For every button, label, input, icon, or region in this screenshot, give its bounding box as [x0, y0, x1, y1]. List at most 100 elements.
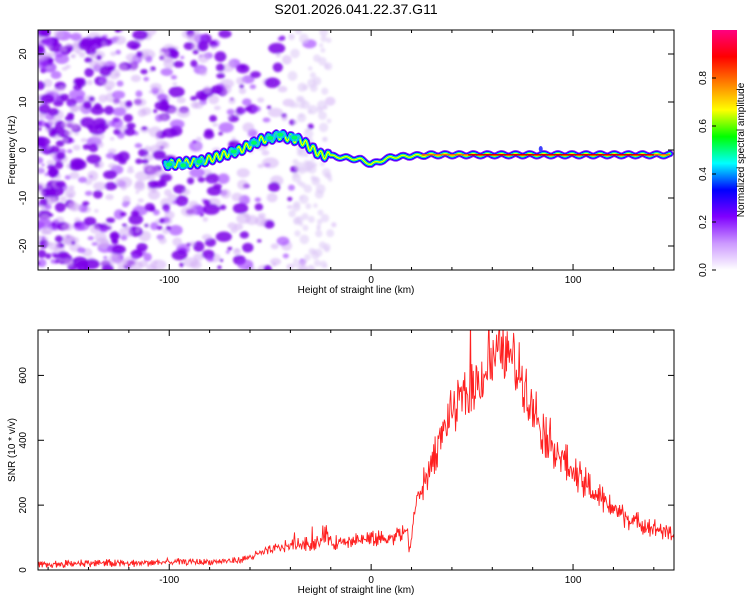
noise-blob	[54, 235, 64, 243]
noise-blob	[281, 54, 292, 65]
noise-blob	[132, 30, 148, 40]
noise-blob	[77, 176, 88, 183]
noise-blob	[236, 77, 245, 85]
ridge-blob-core	[251, 140, 258, 145]
noise-blob	[180, 55, 185, 60]
colorbar-tick-label: 0.6	[698, 119, 709, 133]
ridge-blob-core	[291, 135, 298, 140]
noise-blob	[78, 39, 92, 51]
noise-blob	[242, 242, 254, 253]
noise-blob	[189, 241, 196, 247]
noise-blob	[70, 123, 79, 131]
noise-blob	[263, 264, 272, 270]
noise-blob	[266, 105, 272, 110]
noise-blob	[59, 196, 67, 203]
haze-blob	[316, 218, 323, 225]
haze-blob	[319, 260, 328, 268]
noise-blob	[125, 53, 139, 62]
noise-blob	[109, 136, 115, 141]
haze-blob	[288, 210, 296, 218]
noise-blob	[289, 119, 296, 126]
noise-blob	[169, 49, 180, 59]
noise-blob	[272, 62, 283, 73]
noise-blob	[168, 225, 183, 236]
noise-blob	[261, 157, 279, 169]
noise-blob	[38, 210, 41, 215]
noise-blob	[107, 226, 112, 230]
noise-blob	[82, 144, 91, 150]
noise-blob	[50, 70, 62, 80]
noise-blob	[104, 181, 118, 191]
noise-blob	[123, 113, 133, 123]
ridge-blob-core	[196, 159, 203, 164]
noise-blob	[92, 36, 102, 43]
haze-blob	[304, 253, 311, 261]
noise-blob	[218, 30, 232, 39]
noise-blob	[64, 259, 74, 267]
ridge-blob-core	[166, 162, 173, 167]
noise-blob	[227, 115, 232, 119]
haze-blob	[294, 230, 301, 237]
noise-blob	[135, 90, 143, 98]
noise-blob	[277, 36, 284, 42]
noise-blob	[41, 187, 53, 198]
noise-blob	[152, 150, 166, 160]
haze-blob	[287, 71, 298, 81]
haze-blob	[312, 176, 319, 183]
noise-blob	[134, 143, 143, 149]
haze-blob	[322, 104, 328, 110]
ridge-layer	[164, 131, 671, 169]
noise-blob	[105, 217, 116, 224]
noise-blob	[111, 90, 126, 99]
noise-blob	[186, 177, 195, 185]
haze-blob	[312, 76, 322, 86]
haze-blob	[314, 189, 324, 199]
noise-blob	[202, 216, 209, 222]
spec-ytick-label: 0	[18, 147, 29, 153]
noise-blob	[201, 234, 212, 241]
noise-blob	[183, 42, 195, 51]
noise-blob	[65, 64, 71, 69]
noise-blob	[254, 203, 264, 211]
haze-blob	[293, 120, 298, 125]
noise-blob	[146, 174, 156, 181]
noise-blob	[114, 30, 121, 33]
noise-blob	[98, 94, 108, 103]
noise-blob	[203, 199, 211, 206]
noise-blob	[38, 235, 41, 240]
noise-blob	[117, 132, 125, 139]
noise-blob	[38, 44, 45, 56]
noise-blob	[194, 143, 201, 149]
noise-blob	[264, 77, 281, 88]
colorbar-tick-label: 0.8	[698, 71, 709, 85]
noise-blob	[115, 178, 123, 185]
noise-blob	[39, 191, 46, 196]
haze-blob	[317, 209, 324, 216]
noise-blob	[212, 122, 219, 127]
noise-blob	[52, 253, 59, 258]
colorbar-ticks: 0.0 0.2 0.4 0.6 0.8	[698, 71, 716, 277]
noise-blob	[214, 51, 227, 62]
noise-blob	[287, 196, 293, 202]
noise-blob	[140, 68, 148, 75]
noise-blob	[231, 136, 236, 141]
noise-blob	[239, 231, 250, 239]
snr-frame	[37, 329, 675, 571]
noise-blob	[82, 100, 92, 110]
noise-blob	[219, 204, 227, 211]
noise-blob	[49, 152, 58, 158]
noise-blob	[147, 165, 160, 176]
noise-blob	[159, 173, 173, 182]
noise-blob	[114, 73, 121, 77]
noise-blob	[168, 86, 185, 98]
noise-blob	[144, 145, 152, 152]
noise-blob	[112, 107, 127, 117]
haze-blob	[296, 261, 306, 270]
snr-ytick-label: 600	[18, 367, 29, 384]
noise-blob	[217, 265, 222, 270]
noise-blob	[119, 211, 127, 217]
noise-blob	[217, 173, 230, 184]
noise-blob	[162, 128, 178, 138]
haze-blob	[302, 224, 309, 231]
